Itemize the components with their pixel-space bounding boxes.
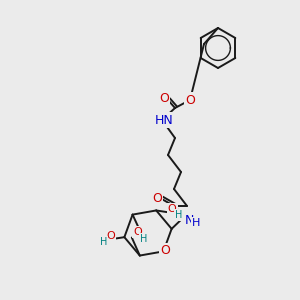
Text: H: H bbox=[140, 234, 147, 244]
Text: N: N bbox=[184, 214, 194, 226]
Text: O: O bbox=[185, 94, 195, 106]
Text: HN: HN bbox=[154, 113, 173, 127]
Text: O: O bbox=[159, 92, 169, 106]
Text: O: O bbox=[133, 226, 142, 237]
Text: O: O bbox=[152, 191, 162, 205]
Text: H: H bbox=[100, 237, 107, 247]
Text: O: O bbox=[106, 231, 115, 241]
Text: H: H bbox=[192, 218, 200, 228]
Text: H: H bbox=[175, 210, 182, 220]
Text: O: O bbox=[168, 204, 177, 214]
Text: O: O bbox=[160, 244, 170, 257]
